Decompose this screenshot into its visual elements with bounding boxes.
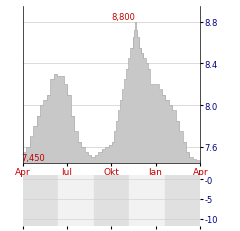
- Text: 8,800: 8,800: [111, 13, 135, 22]
- Bar: [129, 176, 165, 226]
- Bar: [165, 176, 200, 226]
- Bar: [23, 176, 58, 226]
- Bar: [58, 176, 94, 226]
- Bar: [94, 176, 129, 226]
- Text: 7,450: 7,450: [21, 153, 45, 162]
